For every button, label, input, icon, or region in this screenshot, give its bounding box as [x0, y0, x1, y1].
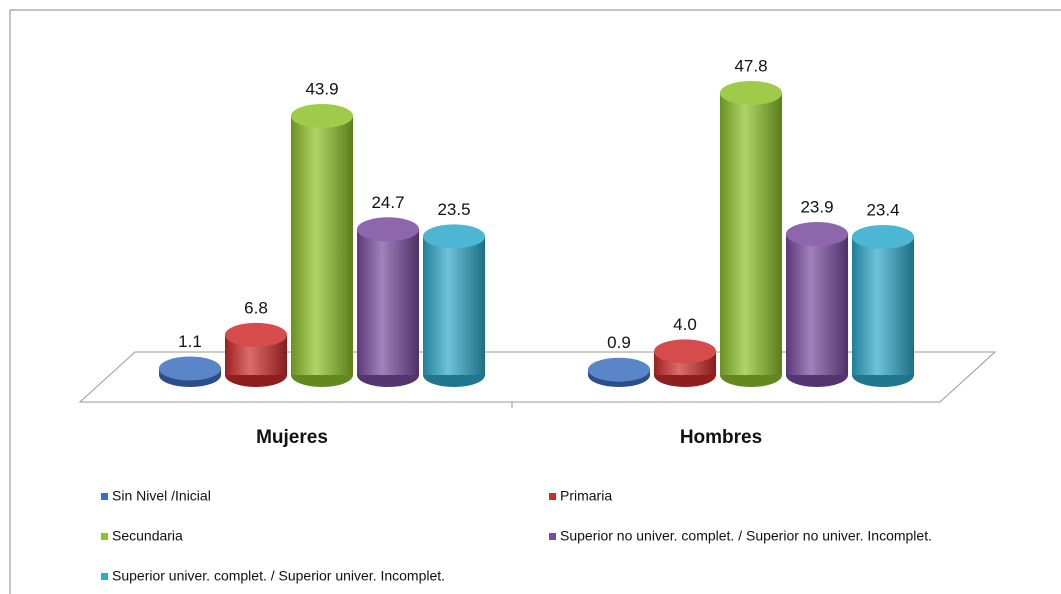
cylinder-top — [291, 103, 353, 128]
cylinder-top — [852, 224, 914, 249]
cylinder-top — [654, 339, 716, 364]
data-label: 23.4 — [866, 200, 899, 219]
bar — [852, 236, 914, 375]
data-label: 43.9 — [305, 79, 338, 98]
legend-label: Superior univer. complet. / Superior uni… — [112, 568, 445, 584]
cylinder-top — [357, 217, 419, 242]
cylinder-top — [225, 322, 287, 347]
legend-label: Superior no univer. complet. / Superior … — [560, 528, 932, 544]
data-label: 1.1 — [178, 332, 202, 351]
chart-frame — [9, 9, 1061, 594]
cylinder-top — [159, 356, 221, 381]
data-label: 23.5 — [437, 200, 470, 219]
cylinder-top — [786, 221, 848, 246]
cylinder-top — [588, 357, 650, 382]
bar — [291, 115, 353, 376]
legend-swatch — [101, 493, 108, 500]
legend-swatch — [101, 533, 108, 540]
legend-swatch — [549, 493, 556, 500]
data-label: 47.8 — [734, 56, 767, 75]
bar — [720, 92, 782, 375]
data-label: 6.8 — [244, 298, 268, 317]
x-tick-label: Mujeres — [256, 427, 328, 448]
bar — [786, 233, 848, 375]
legend-label: Sin Nivel /Inicial — [112, 488, 211, 504]
legend-swatch — [549, 533, 556, 540]
x-tick-label: Hombres — [680, 427, 762, 448]
data-label: 4.0 — [673, 315, 697, 334]
cylinder-top — [423, 224, 485, 249]
data-label: 0.9 — [607, 333, 631, 352]
data-label: 24.7 — [371, 193, 404, 212]
legend-label: Primaria — [560, 488, 612, 504]
bar — [357, 229, 419, 375]
bar — [423, 236, 485, 375]
data-label: 23.9 — [800, 197, 833, 216]
cylinder-top — [720, 80, 782, 105]
legend-swatch — [101, 573, 108, 580]
legend-label: Secundaria — [112, 528, 183, 544]
